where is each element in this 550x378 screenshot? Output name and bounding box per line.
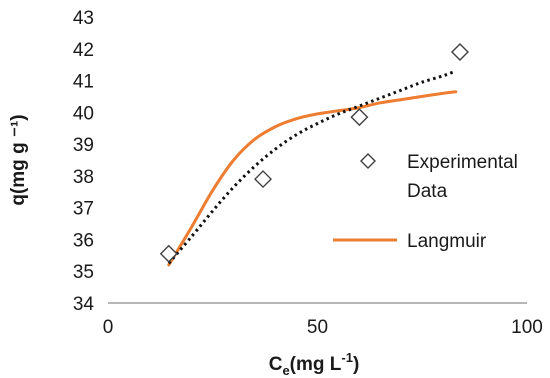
y-tick-label: 41 — [73, 72, 94, 93]
legend-label-langmuir: Langmuir — [407, 231, 487, 252]
experimental-data-point — [254, 170, 273, 189]
x-tick-label: 100 — [511, 317, 543, 338]
legend-label-experimental-line2: Data — [407, 181, 448, 202]
y-tick-label: 43 — [73, 8, 94, 29]
y-axis-title: q(mg g ⁻¹) — [8, 114, 29, 205]
y-tick-label: 36 — [73, 230, 94, 251]
y-tick-label: 35 — [73, 262, 94, 283]
x-tick-label: 0 — [103, 317, 114, 338]
langmuir-fit-line — [167, 90, 458, 267]
x-axis-title: Ce(mg L-1) — [269, 350, 360, 378]
x-tick-label: 50 — [307, 317, 328, 338]
y-tick-label: 37 — [73, 199, 94, 220]
y-tick-label: 38 — [73, 167, 94, 188]
y-tick-label: 42 — [73, 40, 94, 61]
y-tick-label: 34 — [73, 294, 95, 315]
legend-entry-langmuir: Langmuir — [333, 231, 487, 252]
legend-diamond-marker — [360, 153, 376, 169]
experimental-data-point — [159, 244, 178, 263]
y-tick-label: 39 — [73, 135, 94, 156]
legend: Experimental Data Langmuir — [333, 152, 518, 252]
y-tick-label: 40 — [73, 103, 94, 124]
plot-area: 34 35 36 37 38 39 40 41 42 43 0 50 100 — [73, 8, 543, 338]
x-tick-labels: 0 50 100 — [103, 317, 543, 338]
legend-label-experimental-line1: Experimental — [407, 152, 518, 173]
experimental-data-point — [350, 108, 369, 127]
trend-dotted-line — [167, 69, 457, 265]
experimental-data-point — [450, 42, 469, 61]
legend-entry-experimental: Experimental Data — [360, 152, 518, 202]
series-layer — [159, 42, 469, 267]
y-tick-labels: 34 35 36 37 38 39 40 41 42 43 — [73, 8, 95, 315]
